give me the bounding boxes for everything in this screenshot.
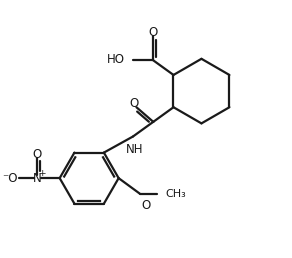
Text: HO: HO [107, 53, 125, 66]
Text: NH: NH [126, 143, 143, 156]
Text: O: O [33, 148, 42, 161]
Text: +: + [38, 168, 46, 178]
Text: O: O [141, 199, 150, 212]
Text: O: O [149, 26, 158, 39]
Text: CH₃: CH₃ [165, 189, 186, 199]
Text: N: N [33, 172, 41, 185]
Text: O: O [129, 96, 138, 110]
Text: ⁻O: ⁻O [2, 173, 18, 186]
